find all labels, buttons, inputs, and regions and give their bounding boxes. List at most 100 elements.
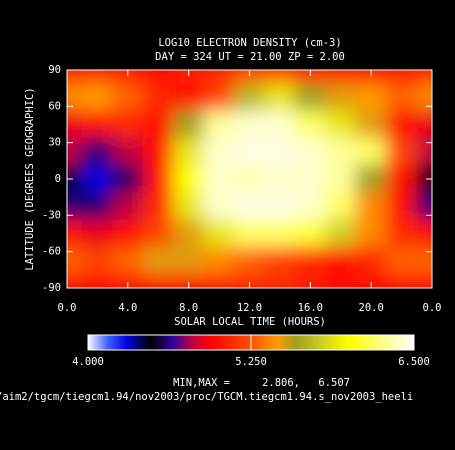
heat-cell — [81, 164, 114, 194]
heat-cell — [233, 137, 266, 166]
y-tick-label: 0 — [55, 173, 61, 185]
heat-cell — [264, 83, 296, 112]
heat-cell — [264, 273, 296, 288]
heat-cell — [355, 83, 387, 112]
heat-cell — [385, 273, 418, 288]
heat-cell — [172, 70, 205, 85]
x-tick-label: 0.0 — [58, 302, 77, 314]
colorbar-tick-label: 5.250 — [235, 356, 267, 368]
heat-cell — [67, 192, 83, 221]
heat-cell — [203, 219, 235, 248]
heat-cell — [172, 219, 205, 248]
heat-cell — [142, 273, 174, 288]
heat-cell — [81, 273, 114, 288]
heat-cell — [264, 137, 296, 166]
heat-cell — [81, 70, 114, 85]
heat-cell — [81, 110, 114, 139]
x-tick-label: 16.0 — [298, 302, 323, 314]
heat-cell — [233, 219, 266, 248]
heat-cell — [112, 83, 144, 112]
heat-cell — [67, 219, 83, 248]
heat-cell — [142, 246, 174, 275]
heat-cell — [264, 192, 296, 221]
heat-cell — [294, 246, 327, 275]
heat-cell — [142, 164, 174, 194]
heat-cell — [112, 137, 144, 166]
colorbar-tick-label: 4.000 — [72, 356, 104, 368]
heat-cell — [385, 110, 418, 139]
colorbar-tick-label: 6.500 — [398, 356, 430, 368]
heat-cell — [172, 110, 205, 139]
heat-cell — [385, 70, 418, 85]
heat-cell — [67, 137, 83, 166]
heat-cell — [325, 70, 357, 85]
heat-cell — [233, 110, 266, 139]
heat-cell — [67, 110, 83, 139]
heat-cell — [172, 273, 205, 288]
heat-cell — [294, 110, 327, 139]
heat-cell — [355, 273, 387, 288]
heat-cell — [416, 219, 432, 248]
chart-subtitle: DAY = 324 UT = 21.00 ZP = 2.00 — [155, 51, 345, 63]
y-tick-label: 30 — [48, 137, 61, 149]
heat-cell — [67, 70, 83, 85]
x-tick-label: 8.0 — [179, 302, 198, 314]
x-tick-label: 4.0 — [118, 302, 137, 314]
chart-title: LOG10 ELECTRON DENSITY (cm-3) — [158, 37, 341, 49]
heat-cell — [142, 219, 174, 248]
y-tick-label: -60 — [42, 246, 61, 258]
heat-cell — [416, 273, 432, 288]
heat-cell — [264, 246, 296, 275]
heat-cell — [172, 164, 205, 194]
heat-cell — [385, 164, 418, 194]
heat-cell — [203, 110, 235, 139]
heat-cell — [355, 70, 387, 85]
heat-cell — [325, 246, 357, 275]
heat-cell — [112, 70, 144, 85]
y-tick-label: -30 — [42, 209, 61, 221]
heat-cell — [67, 83, 83, 112]
heat-cell — [416, 110, 432, 139]
heat-cell — [385, 219, 418, 248]
y-tick-label: 60 — [48, 100, 61, 112]
heat-cell — [203, 83, 235, 112]
heat-cell — [203, 246, 235, 275]
heat-cell — [325, 137, 357, 166]
heat-cell — [203, 192, 235, 221]
heat-cell — [416, 192, 432, 221]
heat-cell — [355, 164, 387, 194]
heat-cell — [416, 164, 432, 194]
heat-cell — [264, 110, 296, 139]
heat-cell — [325, 110, 357, 139]
y-tick-label: 90 — [48, 64, 61, 76]
field — [67, 70, 432, 288]
heat-cell — [294, 70, 327, 85]
heat-cell — [233, 192, 266, 221]
heat-cell — [203, 70, 235, 85]
heat-cell — [294, 83, 327, 112]
heat-cell — [233, 246, 266, 275]
heat-cell — [325, 192, 357, 221]
heat-cell — [294, 164, 327, 194]
heat-cell — [67, 273, 83, 288]
x-tick-label: 0.0 — [423, 302, 442, 314]
heat-cell — [355, 219, 387, 248]
x-axis-label: SOLAR LOCAL TIME (HOURS) — [174, 316, 326, 328]
heat-cell — [325, 273, 357, 288]
heat-cell — [203, 164, 235, 194]
footer-path: /aim2/tgcm/tiegcm1.94/nov2003/proc/TGCM.… — [0, 391, 413, 403]
heat-cell — [112, 192, 144, 221]
heat-cell — [264, 164, 296, 194]
heat-cell — [233, 70, 266, 85]
heat-cell — [67, 246, 83, 275]
heat-cell — [142, 70, 174, 85]
heat-cell — [203, 137, 235, 166]
heat-cell — [325, 164, 357, 194]
min-value: 2.806, — [262, 377, 300, 389]
heat-cell — [233, 273, 266, 288]
heat-cell — [81, 83, 114, 112]
heat-cell — [264, 70, 296, 85]
heat-cell — [172, 137, 205, 166]
max-value: 6.507 — [318, 377, 350, 389]
